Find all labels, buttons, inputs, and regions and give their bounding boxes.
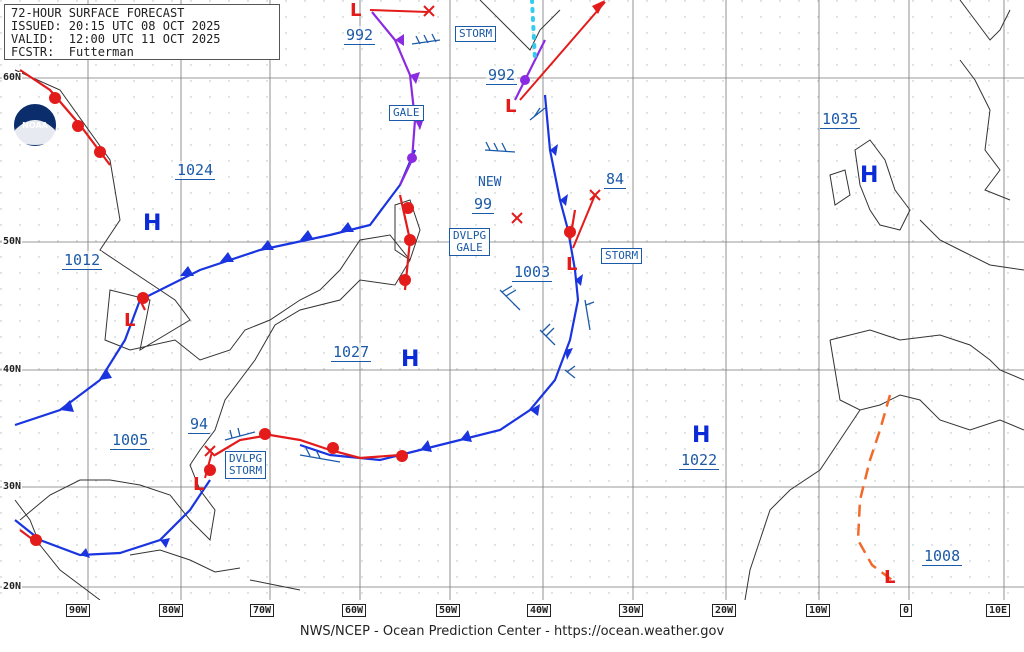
track-arrowhead (592, 0, 605, 14)
pressure-1024: 1024 (175, 161, 216, 180)
svg-text:NOAA: NOAA (22, 121, 48, 130)
occluded-fronts (371, 11, 546, 186)
lon-40w: 40W (527, 604, 552, 617)
pressure-94: 94 (188, 415, 211, 434)
lon-30w: 30W (619, 604, 644, 617)
coastlines (14, 0, 1024, 600)
svg-text:L: L (566, 254, 577, 275)
developing-gale-warning: DVLPG GALE (449, 228, 491, 256)
lon-10w: 10W (806, 604, 831, 617)
wind-barbs (224, 33, 595, 463)
pressure-1008: 1008 (922, 547, 963, 566)
pressure-84: 84 (604, 170, 627, 189)
trough-line (856, 394, 893, 581)
svg-text:L: L (505, 96, 516, 117)
svg-text:L: L (350, 0, 361, 21)
gale-warning: GALE (389, 105, 424, 121)
storm-warning-north: STORM (455, 26, 497, 42)
lon-0: 0 (900, 604, 913, 617)
pressure-1003: 1003 (512, 263, 553, 282)
issued-time: ISSUED: 20:15 UTC 08 OCT 2025 (11, 19, 221, 33)
svg-text:L: L (124, 310, 135, 331)
x-markers (204, 5, 601, 457)
high-center-atlantic: H (401, 347, 420, 372)
graticule (0, 0, 1024, 600)
lat-50n: 50N (2, 236, 23, 247)
new-label: NEW (478, 175, 502, 190)
cold-front-barbs (60, 144, 583, 558)
storm-warning-east: STORM (601, 248, 643, 264)
noaa-logo-graphic: NOAA (12, 102, 58, 148)
lon-70w: 70W (250, 604, 275, 617)
ice-edge (530, 0, 537, 62)
pressure-1012: 1012 (62, 251, 103, 270)
lon-50w: 50W (436, 604, 461, 617)
svg-text:L: L (884, 567, 895, 588)
lon-10e: 10E (986, 604, 1011, 617)
pressure-992-n: 992 (486, 66, 518, 85)
lon-60w: 60W (342, 604, 367, 617)
pressure-1035: 1035 (820, 110, 861, 129)
surface-forecast-map: L L L L L L NOAA (0, 0, 1024, 600)
lat-30n: 30N (2, 481, 23, 492)
pressure-1005: 1005 (110, 431, 151, 450)
pressure-99: 99 (472, 195, 495, 214)
high-center-uk: H (860, 163, 879, 188)
lat-40n: 40N (2, 364, 23, 375)
storm-tracks (204, 1, 606, 479)
pressure-992-nw: 992 (344, 26, 376, 45)
lon-20w: 20W (712, 604, 737, 617)
low-markers: L L L L L L (124, 0, 895, 588)
forecast-title: 72-HOUR SURFACE FORECAST (11, 6, 185, 20)
valid-time: VALID: 12:00 UTC 11 OCT 2025 (11, 32, 221, 46)
forecaster: FCSTR: Futterman (11, 45, 134, 59)
lon-80w: 80W (159, 604, 184, 617)
occluded-front-symbols (395, 34, 530, 163)
pressure-1027: 1027 (331, 343, 372, 362)
lon-90w: 90W (66, 604, 91, 617)
pressure-1022: 1022 (679, 451, 720, 470)
high-center-west: H (143, 211, 162, 236)
developing-storm-warning: DVLPG STORM (225, 451, 267, 479)
warm-front-lobes (30, 92, 576, 546)
footer-credit: NWS/NCEP - Ocean Prediction Center - htt… (299, 624, 725, 639)
high-center-east: H (692, 423, 711, 448)
lat-60n: 60N (2, 72, 23, 83)
svg-text:L: L (193, 474, 204, 495)
lat-20n: 20N (2, 581, 23, 592)
forecast-header: 72-HOUR SURFACE FORECAST ISSUED: 20:15 U… (4, 4, 280, 60)
